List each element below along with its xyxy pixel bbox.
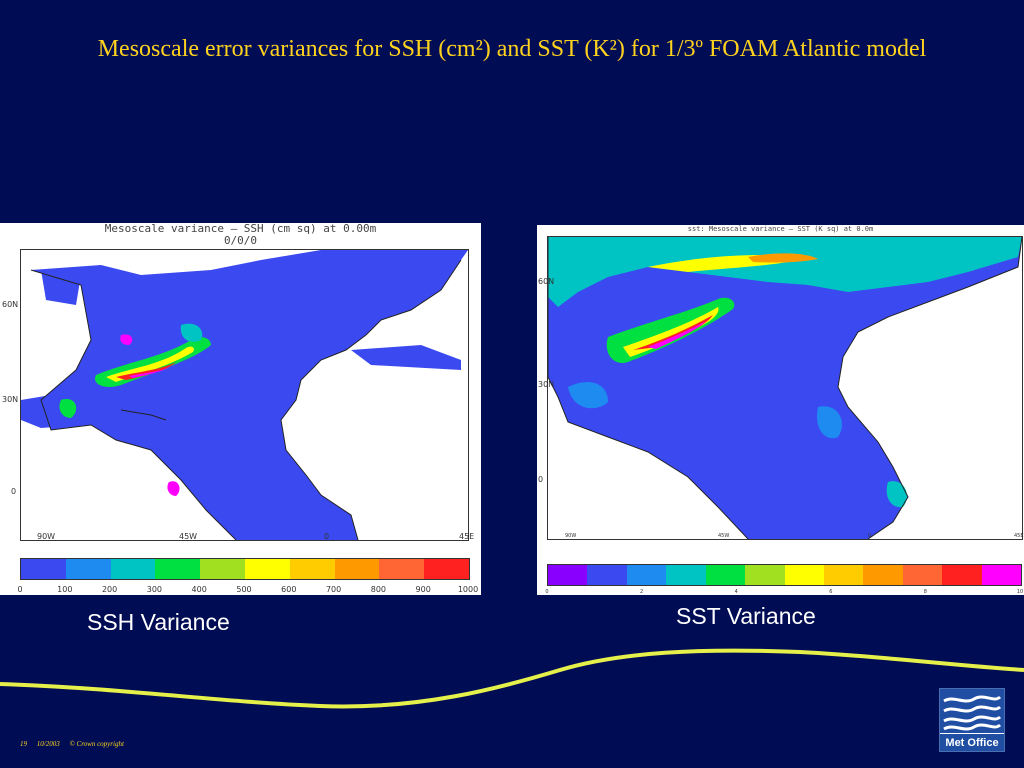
sst-lat-0: 0	[538, 475, 544, 484]
ssh-colorbar-cell	[244, 559, 290, 579]
ssh-colorbar-tick-label: 600	[281, 585, 297, 594]
ssh-colorbar-tick-label: 200	[101, 585, 118, 594]
ssh-colorbar-tick-label: 900	[415, 585, 431, 594]
sst-colorbar-cell	[666, 565, 706, 585]
sst-variance-figure: sst: Mesoscale variance – SST (K sq) at …	[537, 225, 1024, 595]
sst-colorbar-cell	[981, 565, 1022, 585]
sst-colorbar	[547, 564, 1022, 586]
ssh-lat-0: 0	[11, 487, 17, 496]
sst-colorbar-cell	[745, 565, 785, 585]
ssh-lon-90w: 90W	[37, 532, 56, 541]
slide-title: Mesoscale error variances for SSH (cm²) …	[97, 36, 927, 62]
sst-colorbar-cell	[784, 565, 824, 585]
ssh-caption: SSH Variance	[87, 609, 230, 635]
sst-colorbar-cell	[863, 565, 903, 585]
slide-footer: 19 10/2003 © Crown copyright	[20, 740, 132, 748]
sst-colorbar-cell	[902, 565, 943, 585]
ssh-colorbar-tick-label: 300	[146, 585, 163, 594]
sst-colorbar-tick-label: 2	[640, 589, 644, 595]
ssh-map-drawing	[21, 250, 468, 540]
ssh-colorbar-tick-label: 100	[57, 585, 73, 594]
sst-colorbar-cell	[942, 565, 982, 585]
sst-colorbar-tick-label: 4	[734, 589, 738, 595]
ssh-colorbar-tick-label: 1000	[457, 585, 479, 594]
ssh-variance-figure: Mesoscale variance – SSH (cm sq) at 0.00…	[0, 223, 481, 595]
sst-colorbar-tick-label: 0	[545, 589, 549, 595]
ssh-colorbar-cell	[110, 559, 156, 579]
ssh-variance-map: 60N 30N 0 90W 45W 0 45E	[2, 249, 474, 541]
logo-text: Met Office	[940, 733, 1004, 751]
ssh-lon-45e: 45E	[459, 532, 475, 541]
sst-lon-90w: 90W	[565, 533, 577, 539]
ssh-colorbar-tick-label: 700	[325, 585, 342, 594]
copyright-notice: © Crown copyright	[69, 740, 124, 748]
sst-caption: SST Variance	[676, 603, 816, 629]
ssh-colorbar-cell	[200, 559, 245, 579]
ssh-lon-0: 0	[324, 532, 330, 541]
ssh-colorbar-cell	[21, 559, 66, 579]
sst-lon-0: 0	[868, 533, 872, 539]
ssh-colorbar-cell	[65, 559, 111, 579]
decorative-wave-line	[0, 648, 1024, 709]
ssh-header-line2: 0/0/0	[223, 234, 258, 247]
sst-colorbar-tick-label: 10	[1016, 589, 1024, 595]
ssh-header-line1: Mesoscale variance – SSH (cm sq) at 0.00…	[104, 223, 377, 235]
ssh-colorbar-cell	[289, 559, 335, 579]
met-office-logo: Met Office	[939, 688, 1005, 752]
slide-date: 10/2003	[36, 740, 60, 748]
ssh-colorbar-cell	[155, 559, 201, 579]
sst-colorbar-cell	[548, 565, 588, 585]
ssh-colorbar-tick-label: 400	[191, 585, 207, 594]
sst-colorbar-tick-label: 8	[923, 589, 927, 595]
ssh-lat-30n: 30N	[2, 395, 19, 404]
ssh-lon-45w: 45W	[179, 532, 198, 541]
sst-colorbar-cell	[587, 565, 627, 585]
sst-lat-30n: 30N	[538, 380, 555, 389]
sst-colorbar-cell	[823, 565, 864, 585]
ssh-figure-header: Mesoscale variance – SSH (cm sq) at 0.00…	[0, 223, 481, 247]
ssh-colorbar-tick-label: 800	[370, 585, 387, 594]
sst-colorbar-cell	[705, 565, 746, 585]
sst-map-drawing	[548, 237, 1022, 539]
ssh-colorbar-cell	[334, 559, 380, 579]
slide-number: 19	[20, 740, 27, 748]
sst-lon-45w: 45W	[718, 533, 730, 539]
sst-colorbar-cell	[626, 565, 667, 585]
logo-waves-icon	[940, 689, 1004, 733]
ssh-colorbar	[20, 558, 470, 580]
sst-lat-60n: 60N	[538, 277, 555, 286]
ssh-colorbar-cell	[379, 559, 425, 579]
ssh-colorbar-tick-label: 0	[17, 585, 23, 594]
sst-variance-map: 60N 30N 0 90W 45W 0 45E	[538, 236, 1024, 540]
sst-figure-header: sst: Mesoscale variance – SST (K sq) at …	[687, 225, 874, 233]
sst-lon-45e: 45E	[1014, 533, 1024, 539]
ssh-lat-60n: 60N	[2, 300, 19, 309]
ssh-colorbar-tick-label: 500	[236, 585, 252, 594]
ssh-colorbar-cell	[424, 559, 469, 579]
sst-colorbar-tick-label: 6	[829, 589, 833, 595]
